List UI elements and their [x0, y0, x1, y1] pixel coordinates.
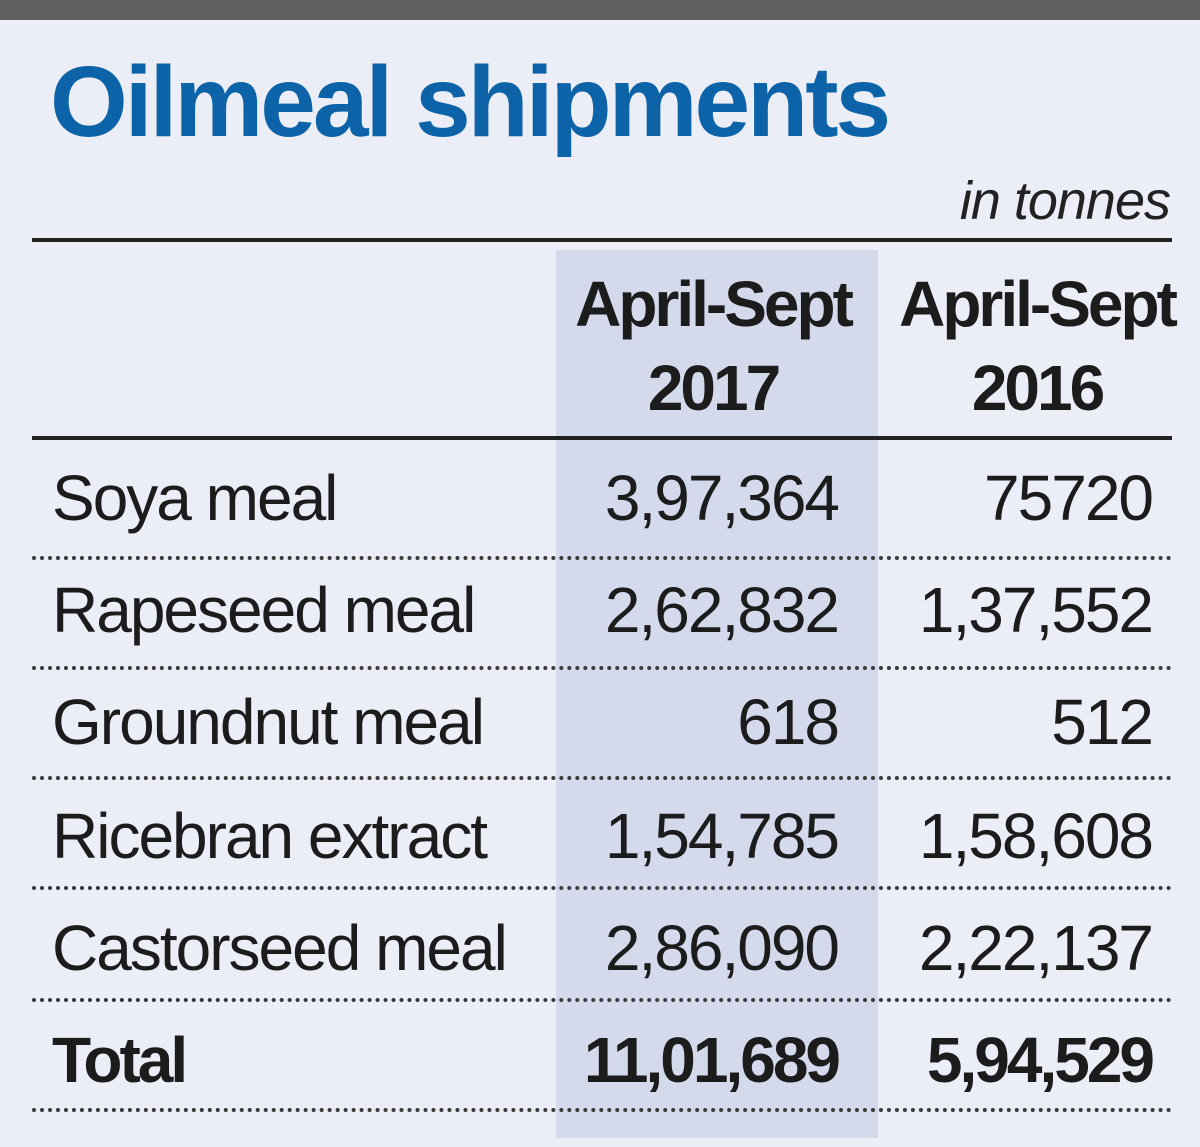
row-label-ricebran-extract: Ricebran extract [52, 800, 488, 872]
row-divider [32, 886, 1172, 890]
column-header-2017: April-Sept 2017 [548, 262, 878, 430]
row-divider [32, 556, 1172, 560]
row-divider [32, 998, 1172, 1002]
row-label-total: Total [52, 1024, 188, 1096]
table-cell: 618 [737, 686, 840, 758]
table-cell: 512 [1051, 686, 1154, 758]
header-bottom-rule [32, 436, 1172, 440]
row-label-soya-meal: Soya meal [52, 462, 338, 534]
total-cell: 5,94,529 [926, 1024, 1155, 1096]
header-top-rule [32, 238, 1172, 242]
table-cell: 2,22,137 [918, 912, 1154, 984]
table-cell: 1,54,785 [604, 800, 840, 872]
total-cell: 11,01,689 [583, 1024, 841, 1096]
table-cell: 1,58,608 [918, 800, 1154, 872]
table-cell: 3,97,364 [604, 462, 840, 534]
row-label-groundnut-meal: Groundnut meal [52, 686, 485, 758]
table-cell: 2,62,832 [604, 574, 840, 646]
column-header-period: April-Sept [575, 268, 854, 340]
row-divider [32, 776, 1172, 780]
chart-title: Oilmeal shipments [50, 46, 891, 158]
column-header-2016: April-Sept 2016 [872, 262, 1200, 430]
table-cell: 75720 [984, 462, 1154, 534]
row-label-rapeseed-meal: Rapeseed meal [52, 574, 476, 646]
top-rule [0, 0, 1200, 20]
units-label: in tonnes [959, 171, 1171, 231]
row-divider [32, 666, 1172, 670]
row-label-castorseed-meal: Castorseed meal [52, 912, 508, 984]
row-divider [32, 1108, 1172, 1112]
column-header-period: April-Sept [899, 268, 1178, 340]
table-cell: 2,86,090 [604, 912, 840, 984]
highlight-column-2017 [556, 250, 878, 1138]
column-header-year: 2017 [647, 352, 781, 424]
column-header-year: 2016 [971, 352, 1105, 424]
table-cell: 1,37,552 [918, 574, 1154, 646]
